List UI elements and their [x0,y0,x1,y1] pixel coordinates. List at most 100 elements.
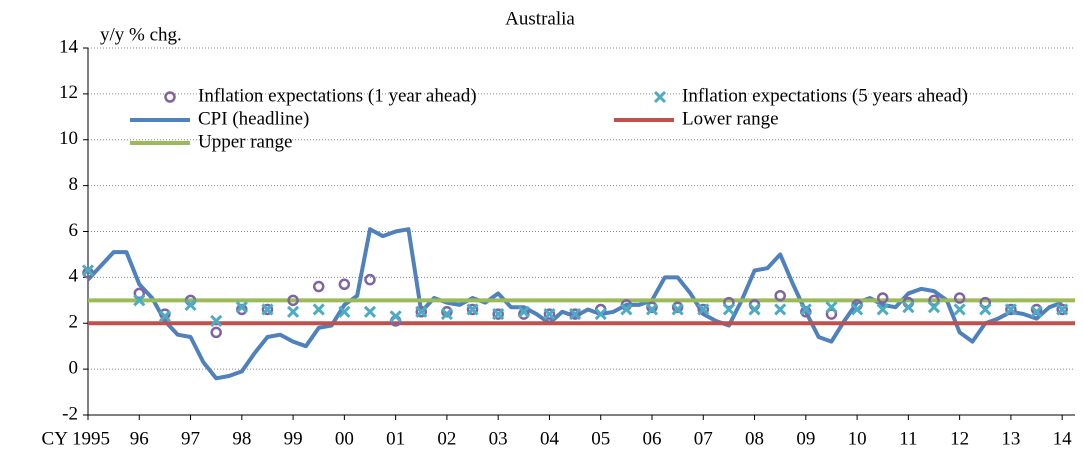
marker [543,308,556,321]
marker [364,273,376,286]
y-tick-label: 6 [69,220,79,241]
marker [825,301,838,314]
marker [338,278,351,291]
marker [825,308,838,320]
y-tick-label: 8 [69,174,79,195]
marker [851,303,864,316]
y-tick-label: -2 [62,403,78,424]
marker [543,308,556,320]
y-tick-label: 0 [69,357,79,378]
x-tick-label: 13 [1001,428,1020,449]
marker [646,301,658,313]
x-tick-label: 07 [694,428,713,449]
marker [671,303,684,316]
x-tick-label: 04 [540,428,560,449]
legend-label: Inflation expectations (1 year ahead) [198,85,477,106]
marker [235,301,248,314]
legend: Inflation expectations (1 year ahead) In… [130,85,968,152]
marker [415,305,428,318]
x-tick-label: 08 [745,428,764,449]
y-tick-label: 10 [59,128,78,149]
marker [697,303,710,316]
marker [1030,305,1043,318]
legend-label: CPI (headline) [198,108,309,129]
marker [902,301,915,314]
x-tick-label: 10 [848,428,867,449]
marker [363,305,377,318]
marker [722,303,735,316]
x-tick-label: 12 [950,428,969,449]
marker [210,326,222,339]
marker [440,308,453,321]
marker [774,289,786,302]
marker [312,280,325,293]
marker [799,303,812,316]
x-tick-label: 97 [181,428,200,449]
marker [748,303,761,316]
marker [81,264,95,277]
marker [158,310,171,323]
y-axis-label: y/y % chg. [100,24,182,45]
y-tick-label: 12 [59,82,78,103]
marker [569,308,582,321]
marker [979,303,992,316]
marker [82,267,94,279]
marker [492,308,505,321]
marker [517,305,530,318]
x-tick-label: 99 [284,428,303,449]
marker [164,91,176,103]
x-tick-label: 98 [232,428,251,449]
marker [518,308,530,320]
x-tick-label: 02 [437,428,456,449]
marker [184,298,197,311]
marker [1056,303,1068,316]
marker [928,294,940,307]
marker [389,310,402,323]
marker [287,305,300,318]
marker [876,303,889,316]
marker [159,308,171,320]
marker [133,287,146,300]
marker [671,301,684,313]
marker [261,303,274,316]
marker [466,303,479,316]
marker [1030,303,1043,316]
legend-label: Lower range [682,108,779,129]
marker [979,296,992,309]
marker [466,303,479,316]
marker [653,90,667,104]
x-tick-label: 00 [335,428,354,449]
marker [236,303,248,316]
y-tick-label: 14 [59,36,79,57]
series-line [86,227,1063,381]
marker [1005,303,1017,316]
marker [953,292,966,304]
x-tick-label: CY 1995 [42,428,110,449]
marker [261,303,274,316]
x-tick-label: 11 [899,428,917,449]
marker [569,308,581,320]
legend-label: Upper range [198,131,292,152]
x-tick-label: 03 [489,428,508,449]
marker [774,303,787,316]
marker [594,308,607,321]
marker [1056,303,1069,316]
marker [620,303,633,316]
marker [492,308,504,320]
x-tick-label: 05 [591,428,610,449]
marker [723,296,735,309]
x-tick-label: 09 [796,428,815,449]
marker [1004,303,1017,316]
marker [210,314,223,328]
marker [645,303,659,316]
x-tick-label: 14 [1053,428,1073,449]
chart-title: Australia [505,8,575,29]
marker [697,303,710,316]
marker [287,294,299,307]
x-tick-label: 06 [643,428,662,449]
marker [927,301,941,314]
x-tick-label: 01 [386,428,405,449]
marker [415,306,428,318]
marker [338,305,351,318]
